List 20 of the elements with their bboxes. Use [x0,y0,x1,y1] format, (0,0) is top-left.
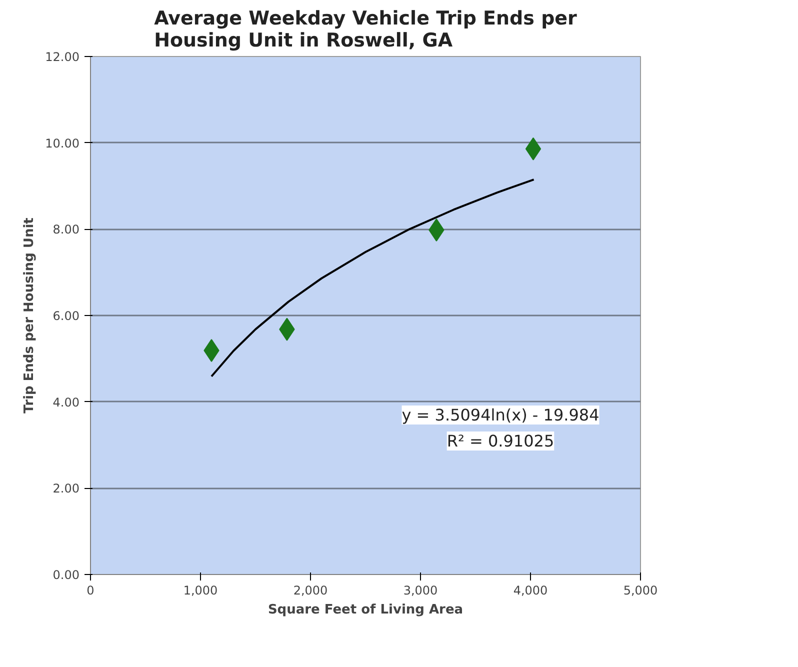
x-axis-title: Square Feet of Living Area [268,602,464,618]
y-tick-label: 4.00 [52,395,80,410]
y-tick-label: 6.00 [52,309,80,323]
y-tick-label: 12.00 [45,50,80,64]
annotation: R² = 0.91025 [446,432,554,450]
y-tick-label: 2.00 [52,482,80,496]
x-tick-label: 3,000 [403,584,438,598]
y-tick-label: 8.00 [52,222,80,237]
line-series [210,178,535,378]
x-tick-label: 4,000 [513,584,548,598]
annotation: y = 3.5094ln(x) - 19.984 [402,406,600,424]
x-tick-label: 5,000 [623,584,658,598]
x-tick-label: 2,000 [293,584,328,598]
x-tick-label: 1,000 [183,584,218,598]
x-tick-label: 0 [86,584,94,598]
point [525,137,542,160]
y-axis-title: Trip Ends per Housing Unit [22,218,38,414]
y-tick-label: 0.00 [52,568,80,582]
y-tick-label: 10.00 [45,136,80,150]
chart-title: Average Weekday Vehicle Trip Ends per Housing Unit in Roswell, GA [154,8,578,52]
